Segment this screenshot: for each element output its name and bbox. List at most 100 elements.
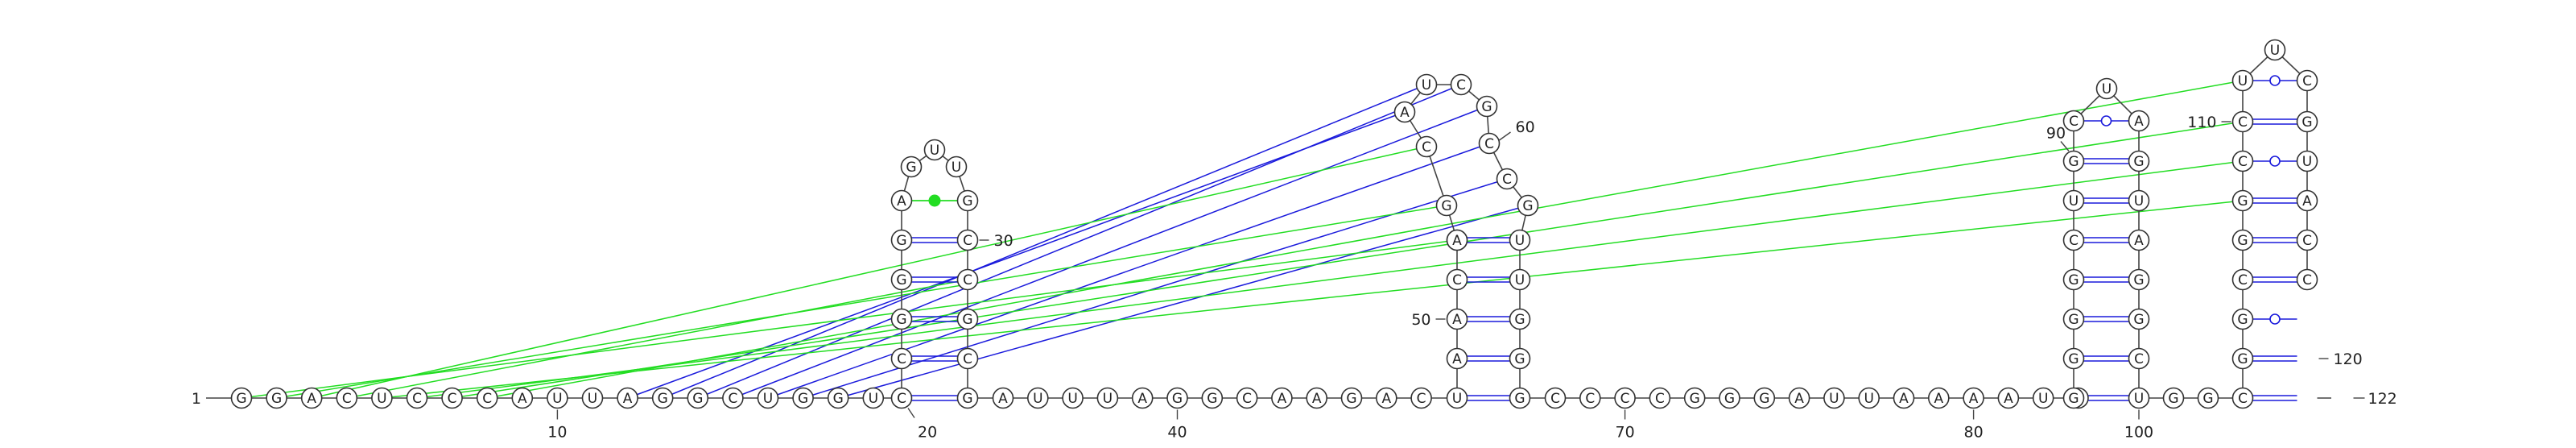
nucleotide-letter: U	[869, 391, 878, 407]
nucleotide-circle	[1376, 387, 1397, 409]
nucleotide-circle	[1997, 387, 2020, 409]
nucleotide-circle	[1201, 387, 1224, 409]
pseudoknot-line	[697, 84, 1462, 399]
nucleotide-letter: U	[2038, 391, 2048, 407]
nucleotide-letter: G	[2237, 351, 2248, 367]
nucleotide: G	[651, 387, 674, 409]
nucleotide-circle	[1478, 132, 1501, 155]
nucleotide-circle	[2128, 189, 2150, 212]
nucleotide-letter: A	[1452, 233, 1462, 249]
nucleotide-letter: U	[1067, 391, 1077, 407]
numbering-label: 10	[547, 424, 567, 442]
nucleotide-circle	[1509, 347, 1531, 370]
nucleotide-circle	[1893, 387, 1915, 409]
nucleotide-circle	[1509, 387, 1531, 409]
nucleotide-circle	[2062, 110, 2085, 132]
wobble-pair-marker	[2100, 115, 2112, 127]
nucleotide-circle	[1509, 229, 1531, 251]
numbering-label: 1	[192, 390, 201, 408]
nucleotide: G	[2231, 229, 2254, 251]
nucleotide-circle	[266, 387, 287, 409]
nucleotide-letter: G	[2068, 272, 2079, 288]
nucleotide-circle	[1415, 73, 1438, 96]
nucleotide-letter: C	[2302, 73, 2312, 89]
nucleotide-letter: U	[552, 391, 562, 407]
nucleotide: U	[923, 139, 946, 161]
nucleotide: U	[757, 387, 779, 409]
nucleotide-letter: A	[998, 391, 1008, 407]
nucleotide: C	[2062, 110, 2085, 132]
nucleotide-letter: G	[2068, 154, 2079, 170]
nucleotide-circle	[956, 308, 979, 330]
nucleotide-letter: C	[1585, 391, 1595, 407]
nucleotide: C	[1544, 387, 1567, 409]
nucleotide-letter: G	[1514, 391, 1525, 407]
nucleotide: G	[956, 387, 979, 409]
nucleotide: U	[2032, 387, 2054, 409]
nucleotide-circle	[792, 387, 814, 409]
nucleotide: U	[1823, 387, 1845, 409]
nucleotide-circle	[2062, 308, 2085, 330]
nucleotide: U	[2231, 69, 2254, 92]
nucleotide: C	[1410, 387, 1432, 409]
numbering-label: 70	[1616, 424, 1635, 442]
nucleotide-circle	[2231, 308, 2254, 330]
nucleotide: G	[1719, 387, 1740, 409]
nucleotide-letter: G	[2301, 114, 2312, 131]
nucleotide-letter: U	[1829, 391, 1839, 407]
nucleotide-letter: G	[658, 391, 668, 407]
nucleotide: C	[956, 347, 979, 370]
nucleotide: C	[2296, 229, 2318, 251]
nucleotide: A	[511, 387, 534, 409]
nucleotide: A	[300, 387, 323, 409]
nucleotide: U	[2296, 150, 2318, 172]
nucleotide-letter: C	[1620, 391, 1630, 407]
nucleotide: A	[2128, 229, 2150, 251]
nucleotide: U	[1062, 387, 1084, 409]
nucleotide-letter: U	[1452, 391, 1462, 407]
nucleotide-circle	[2264, 39, 2286, 61]
nucleotide-circle	[900, 156, 923, 178]
nucleotide-circle	[2062, 387, 2085, 409]
nucleotide-letter: C	[448, 391, 457, 407]
nucleotide-circle	[2197, 387, 2219, 409]
nucleotide: G	[2062, 308, 2085, 330]
nucleotide-circle	[1823, 387, 1845, 409]
nucleotide-letter: C	[412, 391, 422, 407]
nucleotide: C	[2231, 268, 2254, 291]
nucleotide-letter: C	[1242, 391, 1252, 407]
pseudoknot-line	[733, 106, 1488, 399]
nucleotide-letter: U	[2069, 193, 2079, 209]
nucleotide-circle	[862, 387, 885, 409]
nucleotide: C	[1450, 73, 1472, 96]
numbering-label: 100	[2124, 424, 2153, 442]
nucleotide-circle	[1683, 387, 1706, 409]
nucleotide-circle	[1027, 387, 1049, 409]
nucleotide-letter: A	[1934, 391, 1943, 407]
nucleotide-circle	[2062, 347, 2085, 370]
numbering-label: 60	[1516, 118, 1535, 136]
nucleotide-letter: A	[1452, 312, 1462, 328]
nucleotide-circle	[230, 387, 253, 409]
pseudoknot-line	[382, 200, 2244, 399]
nucleotide-circle	[2231, 150, 2254, 172]
nucleotide: C	[1415, 135, 1438, 158]
nucleotide-letter: G	[1522, 198, 1533, 214]
nucleotide: C	[1446, 268, 1468, 291]
nucleotide-letter: A	[1381, 391, 1391, 407]
nucleotide-letter: G	[1514, 312, 1525, 328]
nucleotide: U	[581, 387, 604, 409]
nucleotide: C	[441, 387, 463, 409]
nucleotide-circle	[2128, 229, 2150, 251]
nucleotide-letter: G	[1481, 99, 1492, 115]
numbering-label: 122	[2368, 390, 2397, 408]
nucleotide-letter: C	[2302, 272, 2312, 288]
numbering-label: 80	[1964, 424, 1984, 442]
nucleotide-letter: A	[518, 391, 527, 407]
nucleotide-circle	[511, 387, 534, 409]
nucleotide: A	[992, 387, 1014, 409]
nucleotide-circle	[890, 268, 913, 291]
nucleotide: A	[1446, 229, 1468, 251]
numbering-label: 40	[1167, 424, 1187, 442]
